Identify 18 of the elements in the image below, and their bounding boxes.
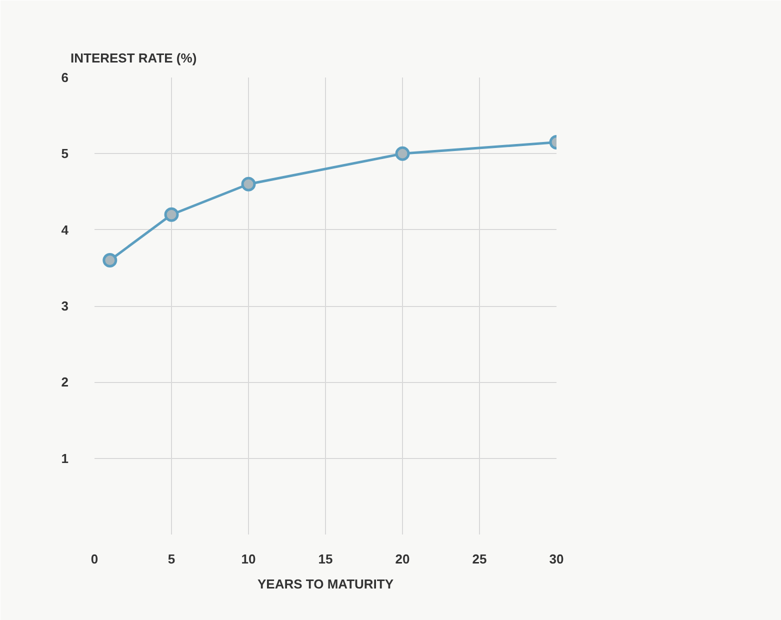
y-tick-label: 2 [61, 374, 69, 390]
y-tick-label: 4 [61, 222, 70, 238]
x-tick-label: 25 [472, 552, 487, 566]
x-tick-label: 10 [241, 552, 256, 566]
x-tick-label: 30 [549, 552, 564, 566]
x-tick-label: 20 [395, 552, 410, 566]
point [241, 176, 256, 192]
x-tick-label: 0 [90, 552, 98, 566]
x-axis-title: YEARS TO MATURITY [257, 576, 394, 592]
y-axis-title: INTEREST RATE (%) [70, 50, 197, 66]
x-tick-label: 5 [168, 552, 176, 566]
x-tick-label: 15 [318, 552, 333, 566]
point [164, 207, 179, 222]
y-tick-label: 6 [61, 70, 69, 85]
y-tick-label: 5 [61, 146, 69, 162]
y-tick-label: 3 [61, 298, 69, 314]
point [102, 253, 118, 268]
y-tick-label: 1 [61, 450, 69, 466]
